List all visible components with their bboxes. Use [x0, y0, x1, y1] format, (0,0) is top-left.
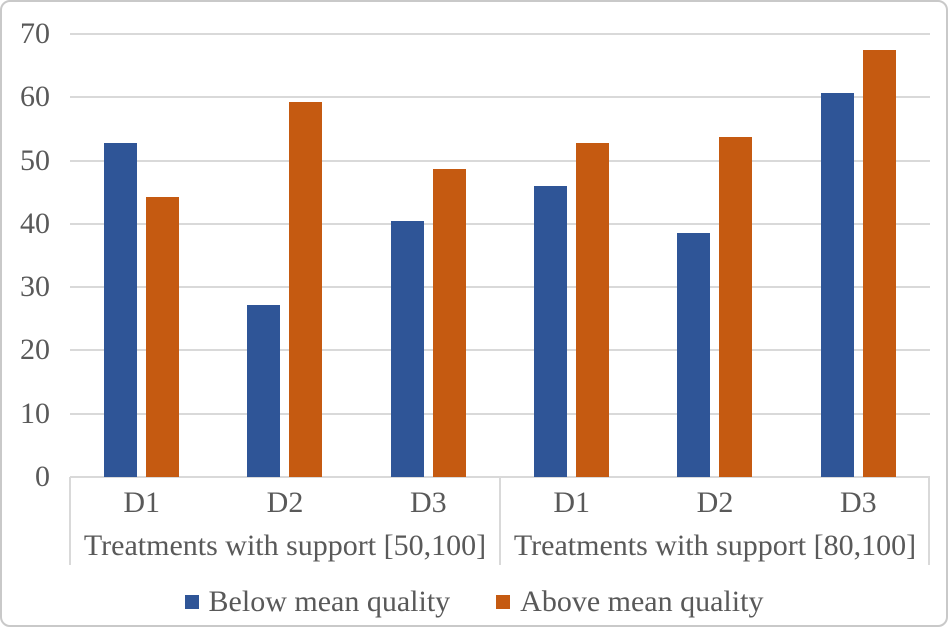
category-label: D1	[553, 486, 590, 519]
bar-above-mean-quality	[862, 49, 896, 477]
y-axis-tick-label: 70	[20, 17, 50, 50]
bar-cell	[500, 34, 643, 477]
bar-cell	[70, 34, 213, 477]
y-axis-tick-label: 50	[20, 143, 50, 177]
plot-area	[70, 33, 930, 478]
group-axis: Treatments with support [50,100] Treatmen…	[70, 525, 930, 567]
gridline	[70, 412, 930, 415]
legend-item-below-mean: Below mean quality	[184, 585, 451, 618]
group-label: Treatments with support [80,100]	[513, 529, 917, 562]
category-group: D1 D2 D3	[500, 477, 930, 529]
gridline	[70, 286, 930, 289]
y-axis-tick-label: 20	[20, 333, 50, 367]
bar-group	[500, 34, 930, 477]
bar-cell	[643, 34, 786, 477]
y-axis-tick-label: 30	[20, 270, 50, 304]
category-axis: D1 D2 D3 D1 D2 D3	[70, 477, 930, 529]
legend-marker-below-mean	[184, 595, 199, 609]
y-axis-tick-label: 0	[35, 460, 50, 493]
bar-cell	[357, 34, 500, 477]
category-label: D2	[266, 486, 304, 519]
axis-divider	[499, 477, 501, 565]
category-label: D3	[409, 486, 447, 519]
gridline	[70, 33, 930, 35]
gridline	[70, 349, 930, 352]
bar-above-mean-quality	[289, 101, 323, 477]
bar-below-mean-quality	[820, 92, 854, 477]
gridline	[70, 159, 930, 162]
bar-above-mean-quality	[719, 137, 753, 477]
y-axis-tick-label: 60	[20, 80, 50, 114]
group-label: Treatments with support [50,100]	[83, 529, 487, 562]
category-group: D1 D2 D3	[70, 477, 500, 529]
bar-below-mean-quality	[104, 143, 138, 477]
y-axis-tick-label: 40	[20, 206, 50, 240]
bar-group	[70, 34, 500, 477]
legend-label: Below mean quality	[208, 585, 451, 618]
y-axis-tick-label: 10	[20, 396, 50, 430]
axis-divider	[928, 477, 930, 565]
category-label: D3	[839, 486, 877, 519]
bars-layer	[70, 34, 930, 477]
bar-cell	[213, 34, 356, 477]
gridline	[70, 222, 930, 225]
bar-below-mean-quality	[247, 304, 281, 477]
bar-below-mean-quality	[677, 232, 711, 477]
bar-above-mean-quality	[146, 197, 180, 477]
y-axis: 0 10 20 30 40 50 60 70	[2, 19, 54, 492]
bar-cell	[787, 34, 930, 477]
bar-below-mean-quality	[390, 221, 424, 477]
bar-above-mean-quality	[432, 169, 466, 477]
legend-item-above-mean: Above mean quality	[496, 587, 763, 617]
bar-below-mean-quality	[534, 185, 568, 477]
legend-marker-above-mean	[496, 595, 511, 609]
category-label: D1	[123, 486, 160, 519]
axis-divider	[69, 477, 71, 565]
legend: Below mean quality Above mean quality	[2, 584, 946, 620]
gridline	[70, 96, 930, 99]
category-label: D2	[696, 486, 734, 519]
legend-label: Above mean quality	[520, 585, 764, 618]
bar-above-mean-quality	[576, 143, 610, 477]
